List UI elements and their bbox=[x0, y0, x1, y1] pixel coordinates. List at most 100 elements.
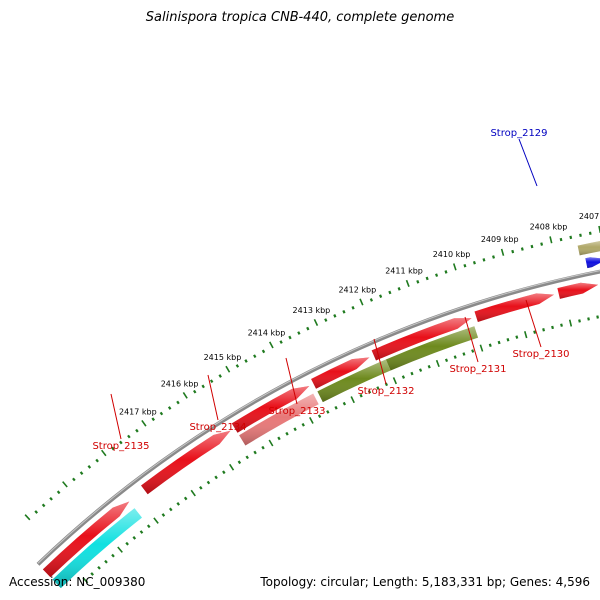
major-tick bbox=[225, 365, 231, 373]
minor-tick bbox=[435, 273, 439, 277]
minor-tick bbox=[376, 386, 380, 390]
major-tick bbox=[62, 481, 68, 488]
gene-strop-2133-inner-shading bbox=[317, 359, 391, 403]
leader-line bbox=[207, 374, 219, 421]
minor-tick bbox=[214, 475, 218, 480]
minor-tick bbox=[416, 280, 420, 284]
minor-tick bbox=[111, 553, 115, 558]
major-tick bbox=[568, 319, 573, 327]
minor-tick bbox=[139, 530, 144, 534]
scale-label: 2416 kbp bbox=[161, 380, 199, 389]
minor-tick bbox=[49, 496, 53, 501]
minor-tick bbox=[579, 233, 582, 237]
gene-strop-2133-shading bbox=[311, 357, 370, 389]
gene-small-blue-shading bbox=[585, 257, 600, 269]
minor-tick bbox=[333, 314, 337, 318]
minor-tick bbox=[176, 502, 180, 506]
minor-tick bbox=[235, 364, 240, 368]
minor-tick bbox=[379, 294, 383, 298]
minor-tick bbox=[222, 470, 226, 475]
scale-label: 2408 kbp bbox=[530, 223, 568, 232]
gene-features bbox=[42, 241, 600, 589]
minor-tick bbox=[253, 354, 257, 359]
major-tick bbox=[479, 344, 484, 352]
leader-line bbox=[518, 138, 538, 187]
minor-tick bbox=[488, 343, 492, 348]
minor-tick bbox=[159, 411, 164, 416]
minor-tick bbox=[183, 496, 188, 501]
leader-line bbox=[285, 357, 298, 405]
minor-tick bbox=[334, 405, 338, 410]
major-tick bbox=[452, 263, 457, 271]
scale-label: 2409 kbp bbox=[481, 235, 519, 244]
minor-tick bbox=[244, 359, 248, 363]
minor-tick bbox=[209, 379, 214, 384]
minor-tick bbox=[530, 244, 534, 249]
leader-line bbox=[464, 316, 479, 363]
gene-strop-2130-shading bbox=[557, 282, 599, 299]
gene-label-strop-2132: Strop_2132 bbox=[357, 386, 414, 397]
major-tick bbox=[153, 517, 159, 524]
minor-tick bbox=[418, 368, 423, 372]
minor-tick bbox=[277, 436, 281, 441]
minor-tick bbox=[97, 565, 101, 570]
minor-tick bbox=[511, 249, 515, 254]
gene-label-strop-2130: Strop_2130 bbox=[512, 349, 569, 360]
map-title: Salinispora tropica CNB-440, complete ge… bbox=[145, 10, 455, 25]
scale-label: 2415 kbp bbox=[204, 353, 242, 362]
minor-tick bbox=[520, 247, 524, 251]
minor-tick bbox=[326, 410, 330, 414]
minor-tick bbox=[462, 352, 466, 356]
minor-tick bbox=[367, 390, 372, 394]
minor-tick bbox=[132, 536, 137, 540]
minor-tick bbox=[427, 364, 431, 369]
minor-tick bbox=[146, 524, 151, 529]
minor-tick bbox=[359, 393, 363, 398]
gene-strop-2134-inner-shading bbox=[239, 393, 319, 446]
gene-label-strop-2133: Strop_2133 bbox=[268, 406, 325, 417]
minor-tick bbox=[237, 460, 242, 465]
minor-tick bbox=[193, 389, 197, 394]
minor-tick bbox=[569, 235, 573, 240]
gene-labels: Strop_2129 Strop_2130 Strop_2131 Strop_2132… bbox=[92, 128, 569, 452]
minor-tick bbox=[285, 431, 289, 436]
minor-tick bbox=[317, 414, 322, 419]
minor-tick bbox=[87, 464, 92, 469]
gene-label-strop-2129: Strop_2129 bbox=[490, 128, 547, 139]
minor-tick bbox=[397, 287, 401, 291]
minor-tick bbox=[111, 446, 115, 451]
minor-tick bbox=[342, 401, 347, 406]
major-tick bbox=[141, 419, 147, 427]
major-tick bbox=[229, 463, 235, 471]
minor-tick bbox=[288, 335, 292, 340]
minor-tick bbox=[41, 503, 46, 508]
minor-tick bbox=[453, 355, 457, 359]
minor-tick bbox=[588, 231, 592, 235]
major-tick bbox=[82, 577, 89, 584]
minor-tick bbox=[410, 371, 414, 376]
minor-tick bbox=[297, 331, 301, 335]
gene-left-cyan-shading bbox=[52, 508, 142, 589]
major-tick bbox=[309, 416, 314, 424]
major-tick bbox=[24, 514, 31, 521]
scale-label: 2410 kbp bbox=[433, 250, 471, 259]
minor-tick bbox=[301, 422, 305, 427]
major-tick bbox=[350, 396, 355, 404]
minor-tick bbox=[542, 328, 546, 332]
minor-tick bbox=[261, 349, 266, 354]
minor-tick bbox=[444, 358, 449, 363]
outer-tick-ring bbox=[24, 225, 600, 521]
minor-tick bbox=[425, 276, 429, 281]
backbone-arc bbox=[36, 269, 600, 566]
minor-tick bbox=[533, 330, 537, 334]
leader-line bbox=[525, 299, 542, 348]
minor-tick bbox=[167, 406, 172, 410]
minor-tick bbox=[135, 428, 139, 433]
minor-tick bbox=[245, 455, 249, 460]
minor-tick bbox=[199, 485, 203, 490]
minor-tick bbox=[104, 559, 108, 564]
gene-small-khaki-shading bbox=[577, 241, 600, 256]
minor-tick bbox=[463, 263, 467, 268]
minor-tick bbox=[72, 477, 76, 482]
major-tick bbox=[524, 331, 528, 339]
